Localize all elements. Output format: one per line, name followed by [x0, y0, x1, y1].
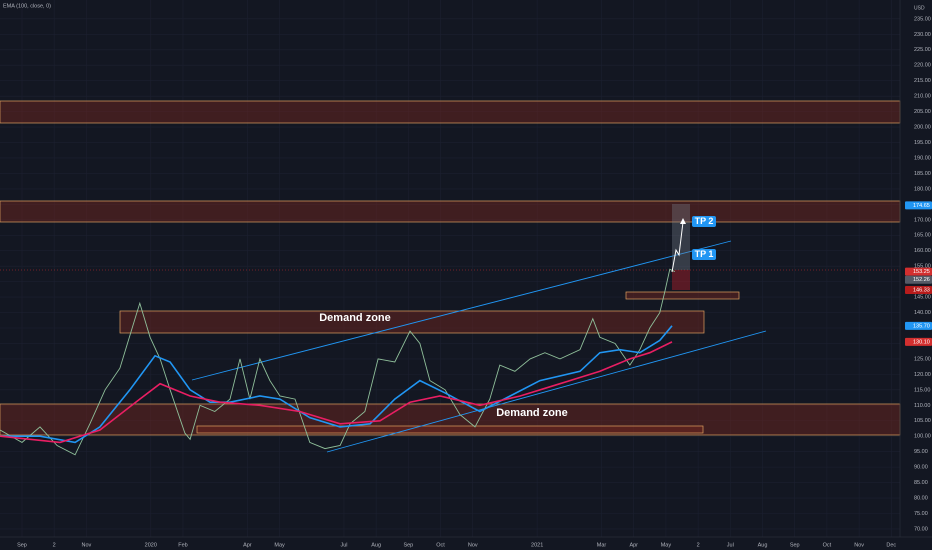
price-tag-label: 135.70 — [913, 323, 930, 329]
price-tag — [905, 337, 932, 346]
y-tick-label: 100.00 — [914, 434, 931, 440]
y-tick-label: 160.00 — [914, 248, 931, 254]
demand-zone — [119, 310, 705, 334]
x-tick-label: Jul — [340, 542, 347, 548]
y-tick-label: 145.00 — [914, 295, 931, 301]
arrow — [671, 221, 684, 273]
y-tick-label: 110.00 — [914, 403, 930, 409]
y-tick-label: 85.00 — [914, 480, 928, 486]
y-tick-label: 105.00 — [914, 418, 931, 424]
y-tick-label: 230.00 — [914, 32, 931, 38]
x-tick-label: Aug — [371, 542, 381, 548]
tp-badge — [692, 216, 716, 227]
stop-box — [672, 270, 690, 290]
x-tick-label: Sep — [403, 542, 413, 548]
y-tick-label: 180.00 — [914, 186, 931, 192]
price-tag-label: 152.26 — [913, 277, 930, 283]
y-tick-label: 225.00 — [914, 47, 931, 53]
price-tag-label: 153.25 — [913, 269, 930, 275]
x-tick-label: Aug — [758, 542, 768, 548]
tp-badge — [692, 249, 716, 260]
supply-zone — [0, 200, 901, 223]
zone-label: Demand zone — [496, 407, 568, 419]
x-tick-label: Apr — [629, 542, 638, 548]
x-tick-label: 2021 — [531, 542, 543, 548]
y-tick-label: 125.00 — [914, 356, 931, 362]
x-tick-label: Sep — [790, 542, 800, 548]
y-tick-label: 185.00 — [914, 171, 931, 177]
x-tick-label: May — [661, 542, 672, 548]
x-tick-label: Oct — [436, 542, 445, 548]
price-tag-label: 130.10 — [913, 339, 930, 345]
y-tick-label: 205.00 — [914, 109, 931, 115]
y-tick-label: 95.00 — [914, 449, 928, 455]
y-tick-label: 210.00 — [914, 94, 931, 100]
series-line — [0, 268, 676, 456]
x-tick-label: Nov — [854, 542, 864, 548]
y-tick-label: 140.00 — [914, 310, 931, 316]
currency: USD — [914, 5, 925, 11]
tp-label: TP 2 — [695, 216, 714, 226]
x-tick-label: May — [274, 542, 285, 548]
price-tag — [905, 285, 932, 294]
y-tick-label: 200.00 — [914, 125, 931, 131]
price-tag — [905, 267, 932, 276]
indicator-title: EMA (100, close, 0) — [3, 3, 51, 9]
y-tick-label: 190.00 — [914, 155, 931, 161]
price-tag — [905, 201, 932, 210]
y-tick-label: 80.00 — [914, 495, 928, 501]
trend-line — [326, 330, 767, 453]
y-tick-label: 170.00 — [914, 217, 931, 223]
arrow-head — [680, 218, 686, 224]
x-tick-label: 2 — [53, 542, 56, 548]
y-tick-label: 120.00 — [914, 372, 931, 378]
y-tick-label: 165.00 — [914, 233, 931, 239]
supply-zone — [0, 100, 901, 124]
x-tick-label: Jul — [727, 542, 734, 548]
axes: 70.00 75.00 80.00 85.00 90.00 95.00 100.00 105.… — [17, 16, 932, 548]
x-tick-label: Mar — [597, 542, 607, 548]
y-tick-label: 195.00 — [914, 140, 931, 146]
price-tag-label: 146.33 — [913, 287, 930, 293]
x-tick-label: Nov — [468, 542, 478, 548]
y-tick-label: 215.00 — [914, 78, 931, 84]
y-tick-label: 155.00 — [914, 264, 931, 270]
price-tag — [905, 321, 932, 330]
zone-label: Demand zone — [319, 312, 391, 324]
y-tick-label: 235.00 — [914, 16, 931, 22]
zone-box — [625, 291, 740, 300]
x-tick-label: Sep — [17, 542, 27, 548]
y-tick-label: 70.00 — [914, 526, 928, 532]
x-tick-label: Dec — [886, 542, 896, 548]
grid — [0, 0, 900, 537]
price-tag — [905, 275, 932, 284]
x-tick-label: Nov — [81, 542, 91, 548]
x-tick-label: Apr — [243, 542, 252, 548]
x-tick-label: 2 — [697, 542, 700, 548]
y-tick-label: 75.00 — [914, 511, 928, 517]
x-tick-label: Oct — [823, 542, 832, 548]
zone-box — [196, 425, 704, 434]
y-tick-label: 220.00 — [914, 63, 931, 69]
y-tick-label: 115.00 — [914, 387, 930, 393]
trend-line — [191, 240, 732, 381]
series-line — [0, 325, 673, 444]
price-tag-label: 174.65 — [913, 203, 930, 209]
series-line — [0, 341, 673, 444]
plot — [0, 268, 676, 456]
x-tick-label: 2020 — [145, 542, 157, 548]
tp-label: TP 1 — [695, 249, 714, 259]
y-tick-label: 90.00 — [914, 465, 928, 471]
x-tick-label: Feb — [178, 542, 187, 548]
